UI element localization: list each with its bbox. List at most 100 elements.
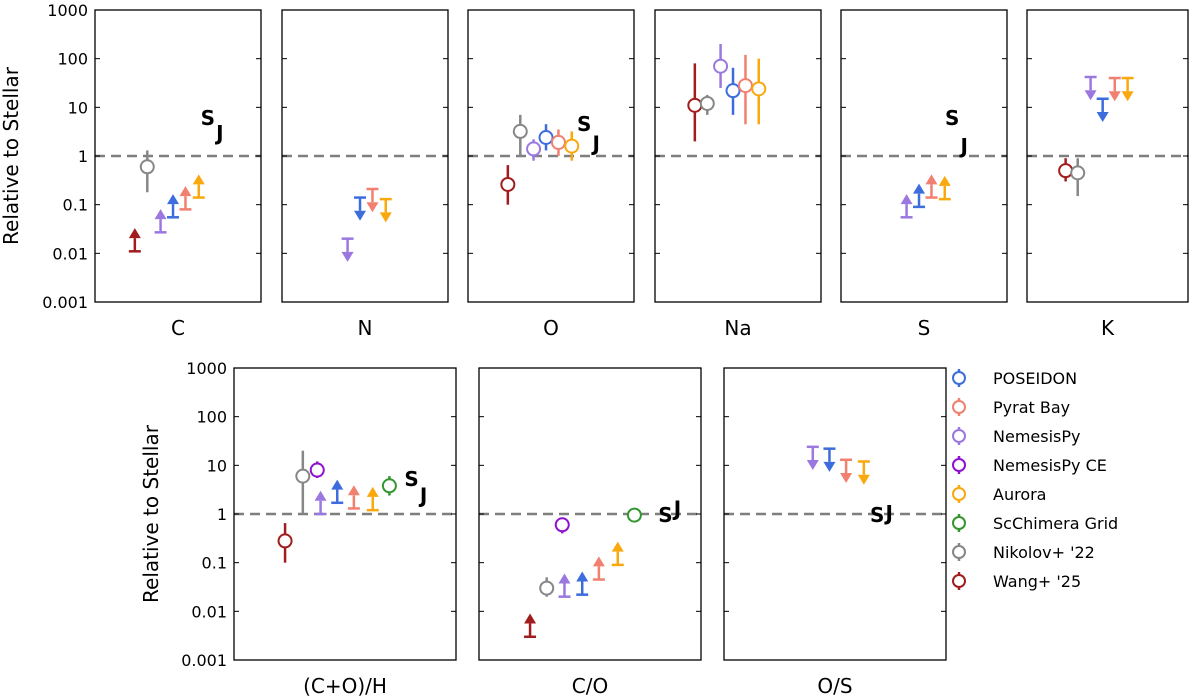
marker-poseidon xyxy=(725,67,741,115)
jupiter-marker: J xyxy=(590,132,599,156)
data-point xyxy=(295,468,311,484)
lower-limit-arrow xyxy=(925,174,938,185)
data-point xyxy=(737,78,753,94)
panel-label: (C+O)/H xyxy=(303,674,387,698)
jupiter-marker: J xyxy=(214,121,223,145)
data-point xyxy=(309,462,325,478)
marker-nemesispy xyxy=(558,573,571,598)
marker-poseidon xyxy=(1096,97,1109,122)
marker-nemesispy-ce xyxy=(554,517,570,534)
marker-nikolov-22 xyxy=(295,450,311,514)
legend-entry-nemesispy-ce: NemesisPy CE xyxy=(952,456,1107,475)
legend-marker-icon xyxy=(952,574,966,588)
marker-aurora xyxy=(192,174,205,199)
marker-poseidon xyxy=(576,571,589,596)
lower-limit-arrow xyxy=(314,490,327,501)
data-point xyxy=(526,141,542,157)
legend-marker-icon xyxy=(952,545,966,559)
lower-limit-arrow xyxy=(192,174,205,185)
legend: POSEIDON Pyrat Bay NemesisPy NemesisPy CE Au… xyxy=(952,369,1118,591)
panel-label: C/O xyxy=(572,674,608,698)
saturn-marker: S xyxy=(945,106,959,130)
marker-wang-25 xyxy=(1058,158,1074,182)
marker-nikolov-22 xyxy=(1070,158,1086,197)
marker-pyrat-bay xyxy=(550,129,566,156)
lower-limit-arrow xyxy=(913,183,926,194)
upper-limit-arrow xyxy=(806,460,819,471)
upper-limit-arrow xyxy=(379,212,392,223)
data-point xyxy=(512,123,528,139)
jupiter-marker: J xyxy=(883,501,892,525)
marker-aurora xyxy=(366,486,379,512)
panel-frame xyxy=(281,9,449,303)
legend-marker-icon xyxy=(952,458,966,472)
panel-c-o: C/O S J xyxy=(478,367,702,698)
legend-entry-wang-25: Wang+ '25 xyxy=(952,572,1081,591)
marker-pyrat-bay xyxy=(737,54,753,125)
panel-frame xyxy=(723,367,947,661)
data-point xyxy=(539,580,555,596)
data-point xyxy=(554,517,570,533)
upper-limit-arrow xyxy=(857,474,870,485)
panel-n: N xyxy=(281,9,449,340)
lower-limit-arrow xyxy=(331,479,344,490)
panel-frame xyxy=(1026,9,1189,303)
y-tick-label: 0.01 xyxy=(52,244,88,263)
lower-limit-arrow xyxy=(179,186,192,197)
marker-wang-25 xyxy=(277,523,293,563)
legend-label: Wang+ '25 xyxy=(993,572,1081,591)
lower-limit-arrow xyxy=(524,613,537,624)
marker-pyrat-bay xyxy=(1108,76,1121,102)
marker-pyrat-bay xyxy=(925,174,938,199)
panel-frame xyxy=(467,9,635,303)
legend-label: NemesisPy CE xyxy=(993,456,1107,475)
legend-marker-icon xyxy=(952,516,966,530)
lower-limit-arrow xyxy=(900,194,913,205)
marker-wang-25 xyxy=(500,165,516,205)
marker-poseidon xyxy=(823,447,836,472)
marker-poseidon xyxy=(538,124,554,151)
marker-pyrat-bay xyxy=(840,458,853,484)
marker-aurora xyxy=(379,197,392,223)
panel-label: Na xyxy=(724,316,751,340)
saturn-marker: S xyxy=(577,112,591,136)
data-point xyxy=(687,97,703,113)
upper-limit-arrow xyxy=(1121,91,1134,102)
lower-limit-arrow xyxy=(366,486,379,497)
y-tick-label: 100 xyxy=(57,50,88,69)
lower-limit-arrow xyxy=(347,485,360,496)
marker-nikolov-22 xyxy=(699,94,715,115)
marker-nemesispy xyxy=(1084,75,1097,101)
legend-label: POSEIDON xyxy=(993,369,1077,388)
panel-frame xyxy=(840,9,1008,303)
data-point xyxy=(381,478,397,494)
marker-aurora xyxy=(564,131,580,161)
legend-entry-scchimera-grid: ScChimera Grid xyxy=(952,514,1118,533)
panel-k: K xyxy=(1026,9,1189,340)
legend-entry-nikolov-22: Nikolov+ '22 xyxy=(952,543,1095,562)
legend-entry-pyrat-bay: Pyrat Bay xyxy=(952,398,1070,417)
y-axis-label: Relative to Stellar xyxy=(139,424,163,603)
marker-nemesispy xyxy=(154,209,167,234)
upper-limit-arrow xyxy=(1108,91,1121,102)
jupiter-marker: J xyxy=(958,134,967,158)
data-point xyxy=(751,81,767,97)
y-tick-label: 0.001 xyxy=(42,293,88,312)
legend-marker-icon xyxy=(952,400,966,414)
jupiter-marker: J xyxy=(418,483,427,507)
y-axis-label: Relative to Stellar xyxy=(0,66,23,245)
marker-wang-25 xyxy=(524,613,537,639)
legend-label: NemesisPy xyxy=(993,427,1080,446)
panel-frame xyxy=(233,367,457,661)
y-tick-label: 1000 xyxy=(186,359,227,378)
marker-poseidon xyxy=(913,183,926,209)
data-point xyxy=(139,159,155,175)
panel-s: SSJ xyxy=(840,9,1008,340)
marker-scchimera-grid xyxy=(381,476,397,496)
panel-label: K xyxy=(1101,316,1115,340)
marker-wang-25 xyxy=(687,63,703,142)
lower-limit-arrow xyxy=(576,571,589,582)
panel-label: O xyxy=(543,316,559,340)
lower-limit-arrow xyxy=(558,573,571,584)
